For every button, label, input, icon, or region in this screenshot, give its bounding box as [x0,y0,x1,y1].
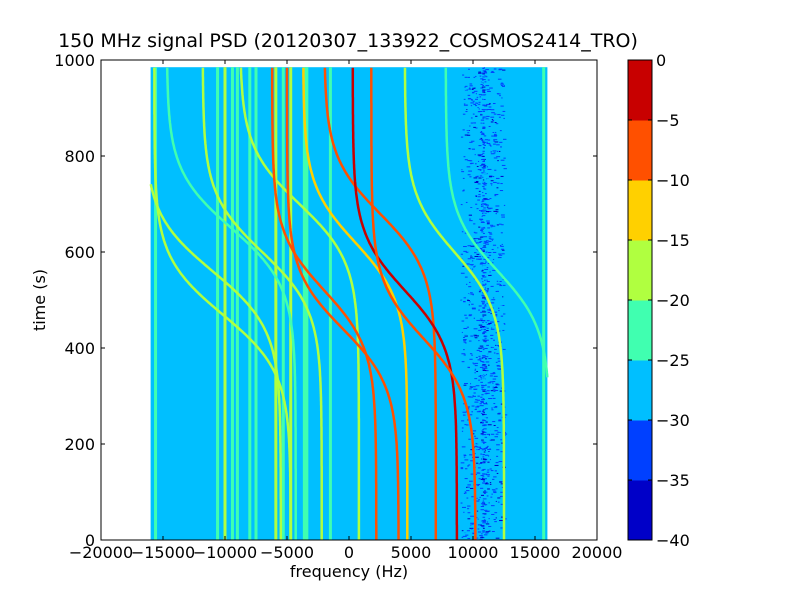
y-axis-ticks: 0 200 400 600 800 1000 [54,51,597,550]
vertical-signal-line [542,67,546,540]
colorbar-tick-label: −15 [656,231,690,250]
colorbar-band [628,240,652,301]
doppler-track [239,67,361,540]
colorbar-bands [628,60,652,541]
x-tick-label: −20000 [69,543,133,562]
vertical-signal-line [305,67,309,540]
heatmap-image [149,67,549,541]
x-tick-label: −5000 [260,543,314,562]
vertical-signal-line [289,67,293,540]
colorbar-band [628,360,652,421]
colorbar-tick-label: −20 [656,291,690,310]
vertical-signal-line [328,67,332,540]
colorbar-tick-label: −30 [656,411,690,430]
noise-band [460,67,508,541]
x-tick-label: 10000 [448,543,499,562]
x-axis-ticks: −20000−15000−10000 −5000 0 5000 10000 15000 20… [69,60,623,562]
colorbar-band [628,60,652,121]
colorbar: −40 −35 −30 −25 −20 −15 −10 −5 0 [627,51,690,550]
vertical-signal-line [274,67,278,540]
vertical-signal-line [254,67,258,540]
y-axis-label: time (s) [30,269,49,331]
plot-area: −20000−15000−10000 −5000 0 5000 10000 15000 20… [54,51,622,562]
doppler-track [201,67,323,540]
doppler-track [270,67,378,540]
x-tick-label: −10000 [193,543,257,562]
colorbar-tick-label: −5 [656,111,680,130]
y-tick-label: 400 [64,339,95,358]
x-tick-label: 0 [344,543,354,562]
colorbar-band [628,180,652,241]
doppler-track [165,67,297,540]
vertical-signal-line [216,67,220,540]
vertical-signal-line [154,67,158,540]
x-tick-label: 5000 [391,543,432,562]
y-tick-label: 0 [85,531,95,550]
colorbar-tick-label: −40 [656,531,690,550]
y-tick-label: 600 [64,243,95,262]
chart-title: 150 MHz signal PSD (20120307_133922_COSM… [58,30,638,52]
y-tick-label: 800 [64,147,95,166]
y-tick-label: 200 [64,435,95,454]
colorbar-tick-label: −10 [656,171,690,190]
x-tick-label: 15000 [510,543,561,562]
doppler-track [403,67,506,540]
vertical-signal-line [235,67,239,540]
doppler-track [153,67,292,540]
vertical-signal-line [248,67,252,540]
colorbar-tick-label: −35 [656,471,690,490]
colorbar-band [628,420,652,481]
colorbar-band [628,300,652,361]
colorbar-ticks: −40 −35 −30 −25 −20 −15 −10 −5 0 [628,51,690,550]
colorbar-tick-label: −25 [656,351,690,370]
colorbar-band [628,120,652,181]
vertical-signal-line [223,67,227,540]
doppler-track [370,67,477,540]
doppler-track [351,67,459,540]
doppler-track [149,184,283,540]
x-tick-label: −15000 [131,543,195,562]
y-tick-label: 1000 [54,51,95,70]
doppler-track [444,67,549,378]
x-axis-label: frequency (Hz) [290,562,408,581]
doppler-track [323,67,438,540]
doppler-track [285,67,400,540]
vertical-signal-line [281,67,285,540]
colorbar-tick-label: 0 [656,51,666,70]
vertical-signal-line [230,67,234,540]
x-tick-label: 20000 [572,543,623,562]
colorbar-band [628,480,652,541]
